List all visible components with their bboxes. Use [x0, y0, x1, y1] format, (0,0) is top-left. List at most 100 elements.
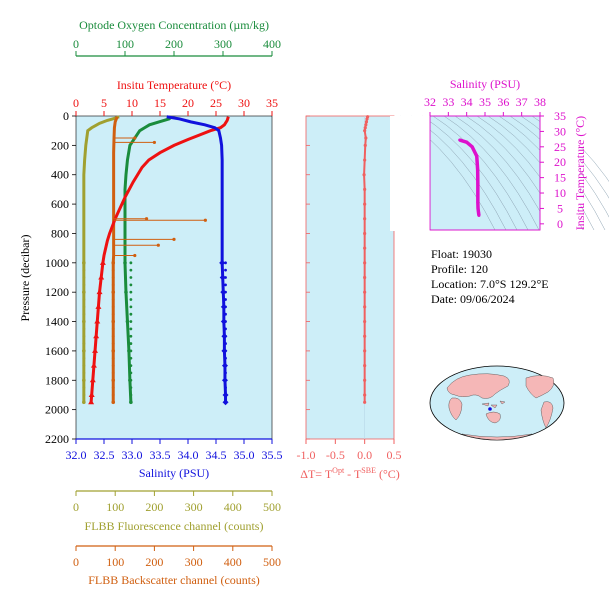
series-fluorescence-point — [82, 312, 86, 316]
series-salinity-point — [224, 356, 227, 360]
fluorescence-tick-label: 200 — [145, 500, 163, 514]
ts-mask — [390, 115, 581, 231]
delta-point — [363, 305, 367, 309]
series-salinity-point — [224, 400, 227, 404]
delta-point — [363, 143, 367, 147]
delta-point — [363, 129, 367, 133]
series-temperature-point — [99, 259, 106, 265]
delta-tick-label: -0.5 — [326, 448, 345, 462]
temperature-tick-label: 15 — [154, 96, 166, 110]
temperature-tick-label: 25 — [210, 96, 222, 110]
series-oxygen-point — [129, 290, 133, 294]
series-oxygen-point — [129, 320, 133, 323]
ts-salinity-tick-label: 33 — [442, 95, 454, 109]
series-fluorescence-point — [82, 290, 86, 294]
ts-point — [476, 168, 480, 172]
series-salinity-point — [220, 303, 227, 310]
ts-temperature-tick-label: 0 — [557, 217, 563, 231]
pressure-axis-label: Pressure (decibar) — [18, 235, 32, 322]
salinity-tick-label: 34.0 — [178, 448, 199, 462]
backscatter-tick-label: 0 — [73, 555, 79, 569]
ts-point — [465, 140, 469, 144]
series-oxygen-point — [129, 400, 133, 404]
series-backscatter-point — [111, 283, 115, 287]
pressure-tick-label: 200 — [51, 138, 69, 152]
delta-point — [362, 173, 366, 177]
oxygen-tick-label: 100 — [116, 37, 134, 51]
ts-salinity-tick-label: 36 — [497, 95, 509, 109]
series-temperature-point — [96, 289, 103, 295]
pressure-tick-label: 600 — [51, 197, 69, 211]
series-fluorescence-point — [82, 386, 86, 390]
pressure-tick-label: 0 — [63, 109, 69, 123]
ts-point — [477, 214, 481, 218]
delta-point — [363, 334, 367, 338]
series-salinity-point — [224, 298, 227, 301]
series-fluorescence-point — [82, 342, 86, 345]
delta-point — [363, 319, 367, 324]
delta-point — [364, 120, 369, 124]
series-fluorescence-point — [82, 400, 86, 404]
series-salinity-point — [224, 364, 227, 367]
series-backscatter-point — [111, 386, 115, 390]
series-oxygen-point — [129, 276, 133, 279]
delta-point — [363, 158, 367, 162]
series-salinity-point — [224, 290, 227, 294]
delta-axis-label: ΔT= TOpt - TSBE (°C) — [300, 466, 400, 481]
salinity-axis-label: Salinity (PSU) — [139, 466, 209, 480]
series-salinity-point — [224, 283, 227, 287]
series-temperature-point — [89, 377, 96, 383]
ts-point — [476, 182, 480, 186]
delta-point — [365, 117, 369, 121]
fluorescence-axis-label: FLBB Fluorescence channel (counts) — [85, 519, 264, 533]
oxygen-tick-label: 200 — [165, 37, 183, 51]
delta-point — [363, 349, 367, 353]
series-fluorescence-point — [82, 298, 86, 301]
backscatter-tick-label: 300 — [185, 555, 203, 569]
delta-panel-background — [305, 115, 395, 440]
delta-point — [363, 187, 367, 192]
backscatter-tick-label: 200 — [145, 555, 163, 569]
fluorescence-tick-label: 100 — [106, 500, 124, 514]
series-salinity-point — [219, 259, 226, 266]
ts-point — [476, 206, 480, 210]
backscatter-spike-point — [172, 237, 176, 241]
salinity-tick-label: 35.0 — [234, 448, 255, 462]
series-fluorescence-point — [82, 327, 86, 331]
series-fluorescence-point — [82, 334, 86, 338]
series-oxygen-point — [129, 305, 133, 309]
ts-point — [476, 191, 480, 195]
series-oxygen-point — [129, 327, 133, 331]
location: Location: 7.0°S 129.2°E — [431, 277, 549, 291]
temperature-tick-label: 0 — [73, 96, 79, 110]
series-oxygen-point — [129, 349, 133, 353]
series-salinity-point — [224, 393, 227, 397]
ts-temperature-tick-label: 20 — [554, 155, 566, 169]
series-salinity-point — [220, 318, 227, 325]
series-backscatter-point — [111, 261, 115, 265]
pressure-tick-label: 2200 — [45, 432, 69, 446]
series-backscatter-point — [111, 268, 115, 272]
series-salinity-point — [224, 371, 227, 375]
temperature-tick-label: 20 — [182, 96, 194, 110]
series-oxygen-point — [129, 364, 133, 367]
salinity-tick-label: 35.5 — [262, 448, 283, 462]
series-temperature-point — [95, 303, 102, 309]
series-fluorescence-point — [82, 268, 86, 272]
delta-tick-label: -1.0 — [297, 448, 316, 462]
series-temperature-point — [98, 274, 105, 280]
delta-point — [364, 136, 368, 140]
ts-point — [477, 211, 481, 215]
series-backscatter-point — [111, 342, 115, 345]
delta-point — [363, 275, 367, 280]
ts-panel-background — [429, 115, 541, 231]
series-oxygen-point — [129, 283, 133, 287]
series-oxygen-point — [129, 371, 133, 375]
delta-point — [364, 123, 368, 127]
delta-point — [363, 246, 367, 250]
series-backscatter-point — [111, 312, 115, 316]
oxygen-tick-label: 300 — [214, 37, 232, 51]
backscatter-spike-point — [144, 217, 149, 221]
ts-point — [475, 154, 479, 158]
